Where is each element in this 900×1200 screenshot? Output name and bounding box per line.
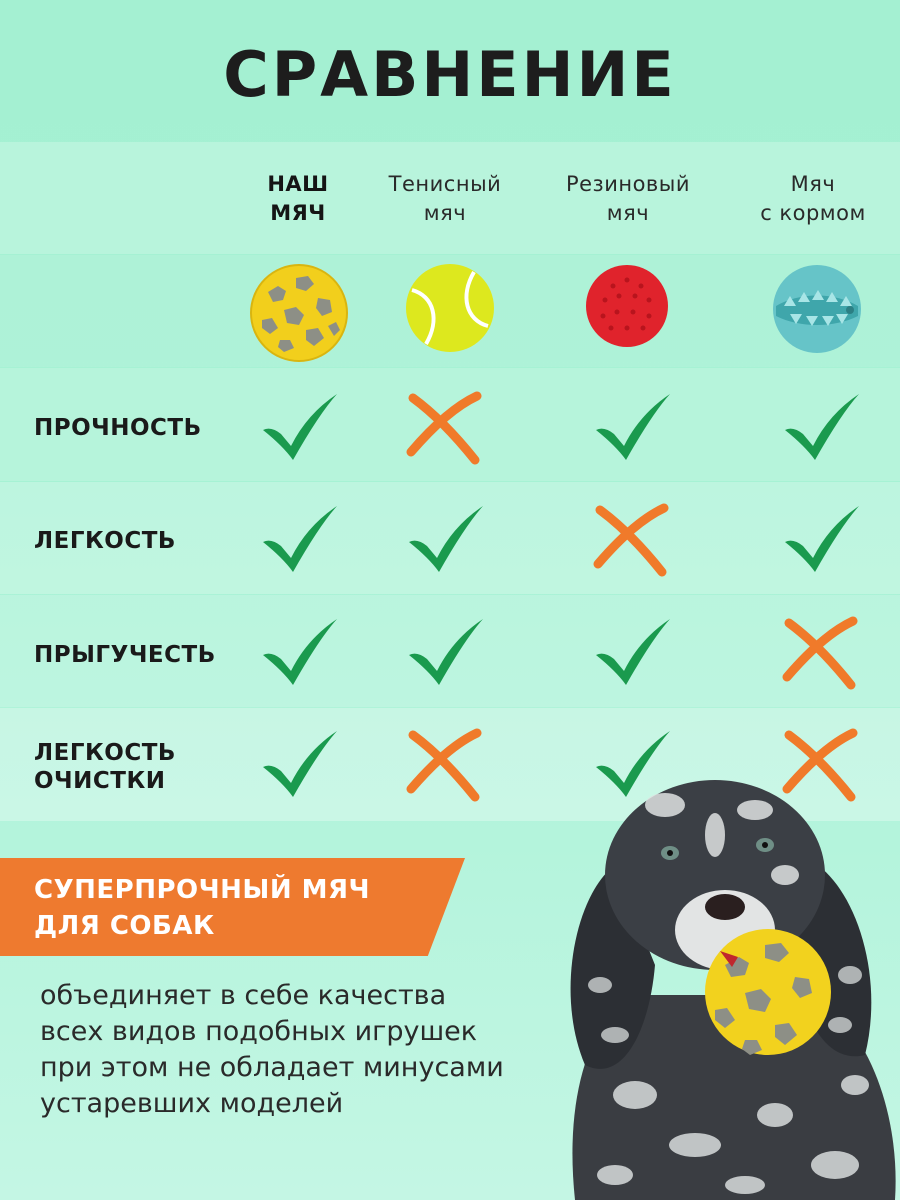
row-label-line: ПРЫГУЧЕСТЬ [34, 642, 216, 668]
check-icon [596, 619, 670, 685]
banner-line: ДЛЯ СОБАК [34, 911, 215, 941]
check-icon [596, 731, 670, 797]
check-icon [785, 506, 859, 572]
description-line: устаревших моделей [40, 1088, 344, 1119]
cross-icon [406, 728, 482, 802]
column-header-line: Мяч [790, 172, 836, 196]
check-icon [785, 394, 859, 460]
column-header-our-ball: НАШ МЯЧ [213, 170, 383, 228]
description-line: при этом не обладает минусами [40, 1052, 504, 1083]
row-label-durability: ПРОЧНОСТЬ [34, 414, 202, 442]
cross-icon [406, 391, 482, 465]
column-header-line: мяч [606, 201, 650, 225]
cross-icon [782, 728, 858, 802]
check-icon [263, 394, 337, 460]
column-header-line: МЯЧ [270, 201, 326, 225]
column-header-tennis-ball: Тенисный мяч [360, 170, 530, 228]
check-icon [409, 506, 483, 572]
column-header-line: мяч [423, 201, 467, 225]
column-header-line: с кормом [760, 201, 866, 225]
row-label-bounciness: ПРЫГУЧЕСТЬ [34, 641, 216, 669]
promo-banner: СУПЕРПРОЧНЫЙ МЯЧ ДЛЯ СОБАК [34, 872, 454, 944]
description-line: объединяет в себе качества [40, 980, 447, 1011]
tennis-ball-icon [406, 264, 494, 352]
banner-line: СУПЕРПРОЧНЫЙ МЯЧ [34, 875, 371, 905]
description: объединяет в себе качества всех видов по… [40, 978, 600, 1122]
row-label-line: ЛЕГКОСТЬ [34, 740, 176, 766]
column-header-line: НАШ [267, 172, 329, 196]
treat-ball-icon [773, 265, 861, 353]
page-title: СРАВНЕНИЕ [223, 38, 677, 111]
cross-icon [593, 503, 669, 577]
row-label-lightness: ЛЕГКОСТЬ [34, 527, 176, 555]
row-label-line: ОЧИСТКИ [34, 768, 166, 794]
column-header-line: Тенисный [388, 172, 502, 196]
dog-with-ball-image [570, 780, 896, 1200]
check-icon [409, 619, 483, 685]
column-header-line: Резиновый [565, 172, 691, 196]
check-icon [263, 506, 337, 572]
check-icon [596, 394, 670, 460]
check-icon [263, 731, 337, 797]
check-icon [263, 619, 337, 685]
row-band-1 [0, 368, 900, 481]
cross-icon [782, 616, 858, 690]
column-header-rubber-ball: Резиновый мяч [543, 170, 713, 228]
red-rubber-ball-icon [586, 265, 668, 347]
banner-background [0, 858, 465, 956]
description-line: всех видов подобных игрушек [40, 1016, 478, 1047]
row-label-line: ЛЕГКОСТЬ [34, 528, 176, 554]
yellow-grey-foam-ball-icon [250, 264, 348, 362]
column-header-treat-ball: Мяч с кормом [728, 170, 898, 228]
header-row-band [0, 142, 900, 254]
row-label-line: ПРОЧНОСТЬ [34, 415, 202, 441]
row-label-easy-cleaning: ЛЕГКОСТЬ ОЧИСТКИ [34, 739, 176, 795]
